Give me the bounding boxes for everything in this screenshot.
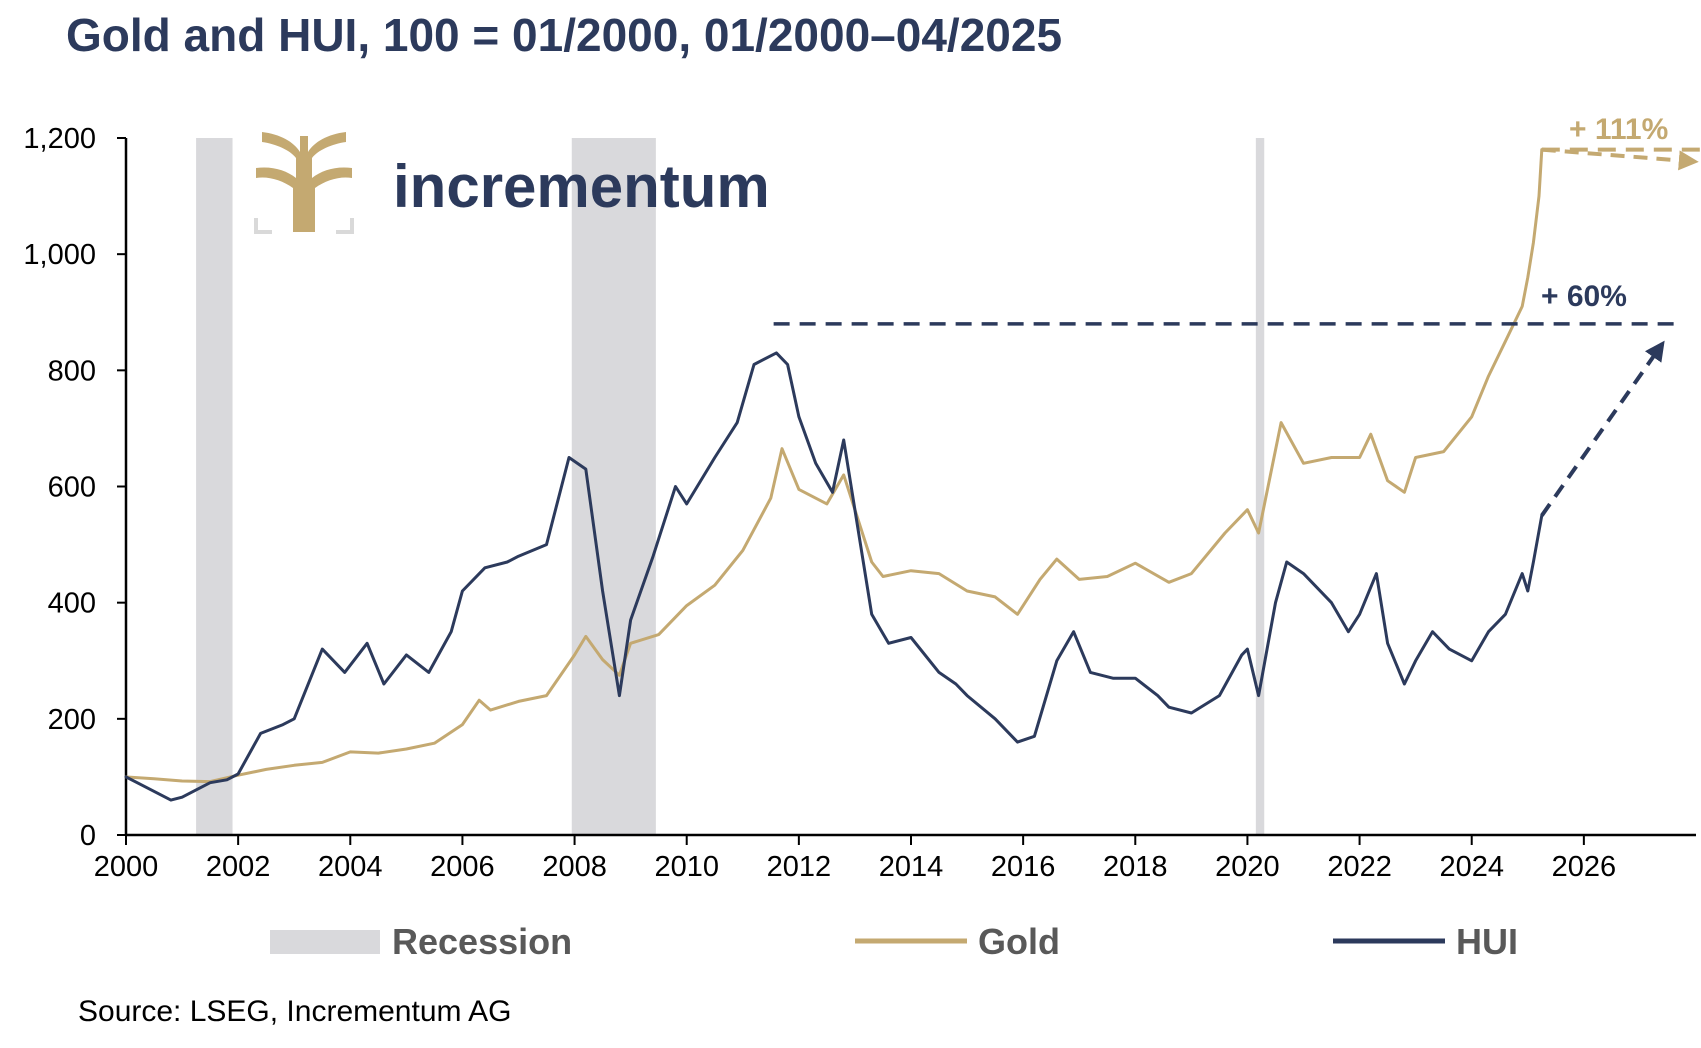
legend-recession-label: Recession (392, 921, 572, 962)
x-tick-label: 2024 (1439, 851, 1504, 883)
x-tick-label: 2004 (318, 851, 383, 883)
recession-bands (196, 138, 1265, 835)
x-tick-label: 2016 (991, 851, 1056, 883)
legend-hui-label: HUI (1456, 921, 1518, 962)
tree-logo-icon (254, 130, 354, 234)
x-tick-label: 2026 (1552, 851, 1617, 883)
x-tick-label: 2020 (1215, 851, 1280, 883)
x-tick-label: 2018 (1103, 851, 1168, 883)
x-tick-label: 2000 (94, 851, 159, 883)
recession-band-2 (1255, 138, 1265, 835)
projections (773, 147, 1701, 517)
x-tick-label: 2012 (767, 851, 832, 883)
source-note: Source: LSEG, Incrementum AG (78, 995, 512, 1028)
brand-name: incrementum (393, 153, 770, 220)
hui-gain-annotation: + 60% (1541, 280, 1627, 313)
recession-band-1 (571, 138, 656, 835)
x-tick-label: 2006 (430, 851, 495, 883)
legend-recession-swatch (270, 930, 380, 954)
y-tick-label: 800 (48, 355, 96, 387)
legend: Recession Gold HUI (270, 921, 1518, 962)
recession-band-0 (196, 138, 233, 835)
hui-projection-arrow (1540, 340, 1665, 517)
x-tick-label: 2010 (654, 851, 719, 883)
x-tick-label: 2008 (542, 851, 607, 883)
gold-projection-arrow (1541, 147, 1699, 171)
y-tick-label: 1,000 (23, 239, 96, 271)
y-tick-label: 600 (48, 472, 96, 504)
series (124, 148, 1544, 802)
gold-series-line (124, 148, 1544, 784)
x-tick-label: 2014 (879, 851, 944, 883)
y-tick-label: 200 (48, 704, 96, 736)
brand-logo: incrementum (254, 130, 770, 234)
legend-gold-label: Gold (978, 921, 1060, 962)
x-tick-label: 2002 (206, 851, 271, 883)
gold-gain-annotation: + 111% (1569, 113, 1668, 146)
y-tick-label: 0 (80, 820, 96, 852)
y-tick-label: 1,200 (23, 123, 96, 155)
axes: 0 200 400 600 800 1,000 1,200 2000 2002 2004 2006 2… (23, 123, 1696, 883)
x-tick-label: 2022 (1327, 851, 1392, 883)
chart-title: Gold and HUI, 100 = 01/2000, 01/2000–04/… (66, 9, 1063, 61)
y-tick-label: 400 (48, 588, 96, 620)
hui-series-line (124, 351, 1544, 802)
